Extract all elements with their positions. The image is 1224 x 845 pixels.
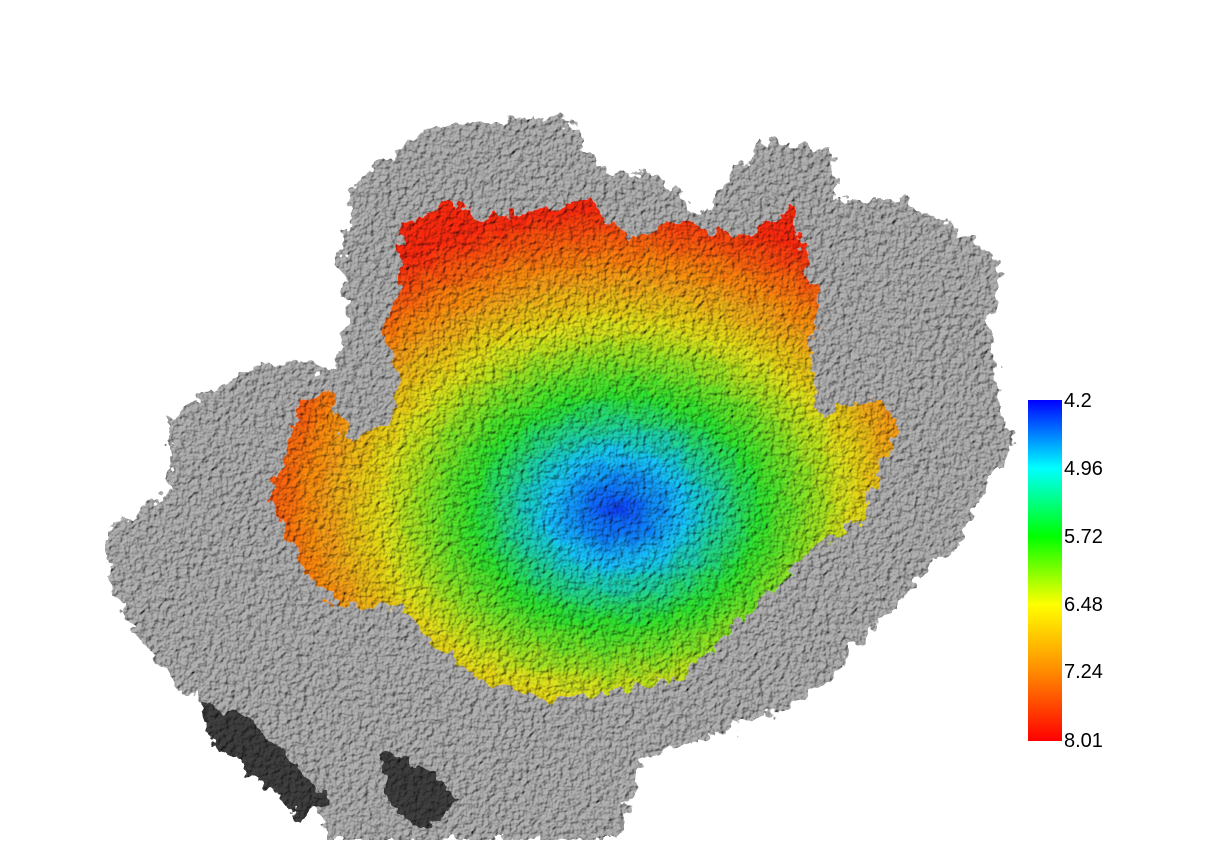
color-key-label: 7.24 (1064, 661, 1103, 683)
color-key-label: 8.01 (1064, 730, 1103, 752)
color-key-label: 4.2 (1064, 390, 1092, 412)
colored-density-region (270, 200, 900, 700)
shadow-fragment-2 (380, 750, 460, 830)
color-key-label: 6.48 (1064, 594, 1103, 616)
color-key-bar (1028, 400, 1062, 741)
color-key-label: 5.72 (1064, 526, 1103, 548)
shadow-fragment (200, 700, 330, 820)
color-key-label: 4.96 (1064, 458, 1103, 480)
